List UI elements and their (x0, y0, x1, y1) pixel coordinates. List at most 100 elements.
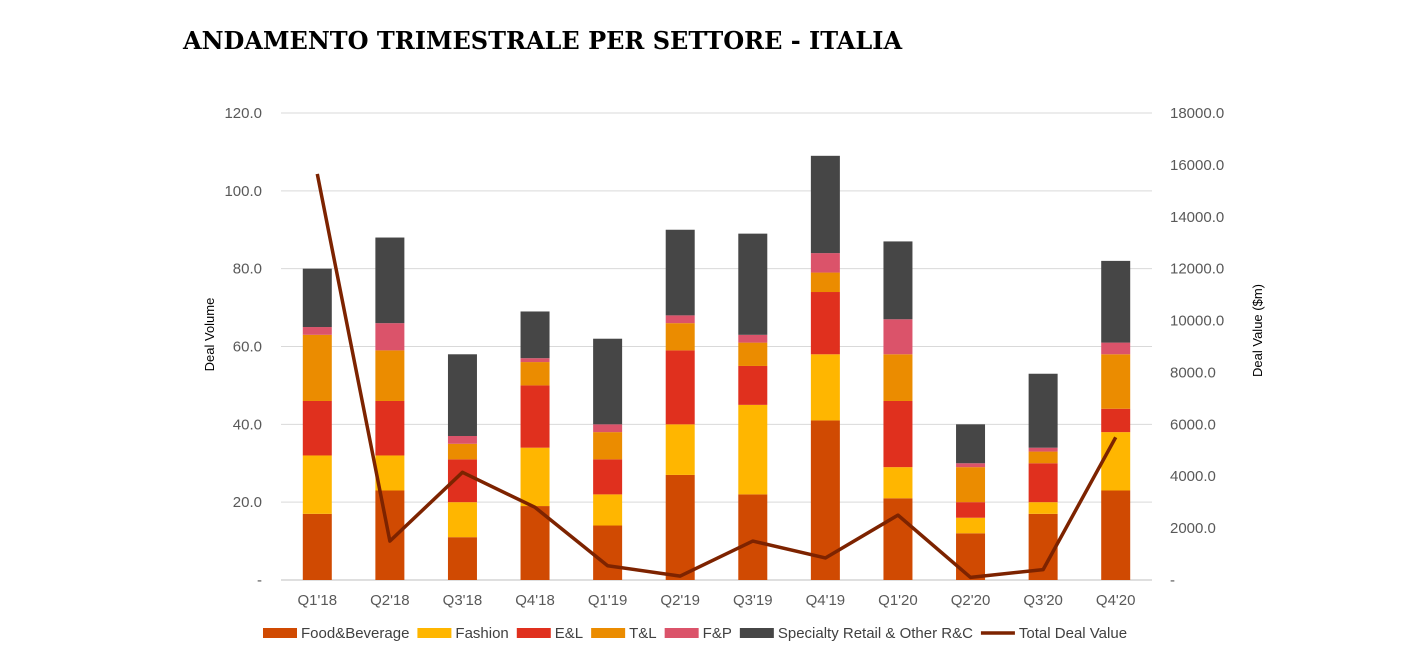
bar-segment (738, 365, 768, 405)
bar-segment (593, 525, 623, 580)
total-deal-value-line (315, 173, 1118, 580)
bar-segment (1028, 502, 1058, 514)
bar-segment (375, 350, 405, 401)
bar-segment (738, 334, 768, 343)
legend-label: Food&Beverage (301, 625, 409, 642)
legend-label: E&L (555, 625, 583, 642)
chart-title: ANDAMENTO TRIMESTRALE PER SETTORE - ITAL… (183, 26, 903, 55)
legend-item: E&L (516, 625, 583, 642)
x-tick-label: Q4'18 (515, 592, 555, 609)
bar-segment (956, 463, 986, 468)
bar-segment (883, 467, 913, 499)
legend: Food&Beverage Fashion E&L T&L F&P Specialty R… (263, 625, 1127, 642)
bar-segment (593, 459, 623, 495)
bar-segment (883, 241, 913, 320)
bar-segment (665, 315, 695, 324)
x-tick-label: Q4'19 (806, 592, 846, 609)
legend-label: Total Deal Value (1019, 625, 1127, 642)
bar-segment (520, 358, 550, 363)
bar-segment (520, 447, 550, 507)
x-tick-label: Q2'18 (370, 592, 410, 609)
bar-segment (810, 253, 840, 273)
legend-item: Fashion (417, 625, 509, 642)
bar-segment (1101, 354, 1131, 409)
bar-segment (883, 354, 913, 401)
bar-segment (302, 455, 332, 514)
bar-segment (738, 494, 768, 580)
y2-tick-label: 18000.0 (1170, 105, 1224, 122)
bar-segment (302, 513, 332, 580)
legend-swatch (417, 628, 452, 638)
bar-segment (738, 342, 768, 366)
bar-segment (1101, 432, 1131, 491)
x-tick-label: Q1'20 (878, 592, 918, 609)
legend-item: F&P (664, 625, 732, 642)
bar-segment (665, 474, 695, 580)
bar-segment (1101, 408, 1131, 433)
bar-segment (665, 424, 695, 475)
y-tick-label: 20.0 (233, 494, 262, 511)
legend-swatch (591, 628, 626, 638)
y-tick-label: 120.0 (224, 105, 262, 122)
legend-swatch (516, 628, 551, 638)
legend-label: Specialty Retail & Other R&C (778, 625, 973, 642)
legend-swatch (664, 628, 699, 638)
y2-tick-label: 2000.0 (1170, 520, 1216, 537)
bar-segment (1028, 463, 1058, 503)
x-tick-label: Q2'19 (660, 592, 700, 609)
bar-segment (447, 537, 477, 580)
bar-segment (593, 494, 623, 526)
y2-tick-label: 12000.0 (1170, 261, 1224, 278)
bar-segment (520, 506, 550, 580)
bar-segment (520, 362, 550, 386)
axes: - 20.0 40.0 60.0 80.0 100.0 120.0 - 2000.0 4000.0… (202, 105, 1265, 609)
legend-item: Specialty Retail & Other R&C (739, 625, 973, 642)
bar-segment (593, 432, 623, 460)
y2-tick-label: 4000.0 (1170, 468, 1216, 485)
legend-swatch (263, 628, 297, 638)
bar-segment (447, 502, 477, 538)
bar-segment (1101, 342, 1131, 355)
bar-segment (956, 424, 986, 464)
bar-segment (447, 443, 477, 460)
x-tick-label: Q3'19 (733, 592, 773, 609)
y2-tick-label: 10000.0 (1170, 313, 1224, 330)
bar-segment (956, 533, 986, 580)
y-tick-label: 100.0 (224, 183, 262, 200)
bar-segment (1028, 451, 1058, 464)
bar-segment (810, 155, 840, 254)
bar-segment (810, 272, 840, 293)
bar-segment (302, 334, 332, 401)
bar-segment (447, 354, 477, 437)
bar-segment (302, 400, 332, 456)
legend-swatch (739, 628, 774, 638)
bar-segment (956, 517, 986, 534)
x-tick-label: Q1'18 (298, 592, 338, 609)
bar-segment (1101, 260, 1131, 343)
bar-segment (302, 268, 332, 328)
bar-segment (1028, 447, 1058, 452)
gridlines (281, 112, 1152, 581)
legend-item: T&L (591, 625, 657, 642)
bar-segment (665, 229, 695, 316)
bar-segment (593, 338, 623, 425)
bar-segment (665, 350, 695, 425)
bar-segment (375, 237, 405, 324)
y-tick-label: 80.0 (233, 261, 262, 278)
x-tick-label: Q3'20 (1023, 592, 1063, 609)
bar-segment (883, 400, 913, 468)
legend-item: Total Deal Value (980, 625, 1127, 642)
x-tick-label: Q4'20 (1096, 592, 1136, 609)
bar-segment (738, 233, 768, 335)
y2-tick-label: 14000.0 (1170, 209, 1224, 226)
bar-segment (520, 311, 550, 359)
bar-segment (956, 502, 986, 518)
legend-item: Food&Beverage (263, 625, 409, 642)
bar-segment (883, 319, 913, 355)
x-tick-label: Q1'19 (588, 592, 628, 609)
bar-segment (447, 436, 477, 444)
x-tick-label: Q3'18 (443, 592, 483, 609)
y-tick-label: 60.0 (233, 339, 262, 356)
y2-tick-label: 16000.0 (1170, 157, 1224, 174)
